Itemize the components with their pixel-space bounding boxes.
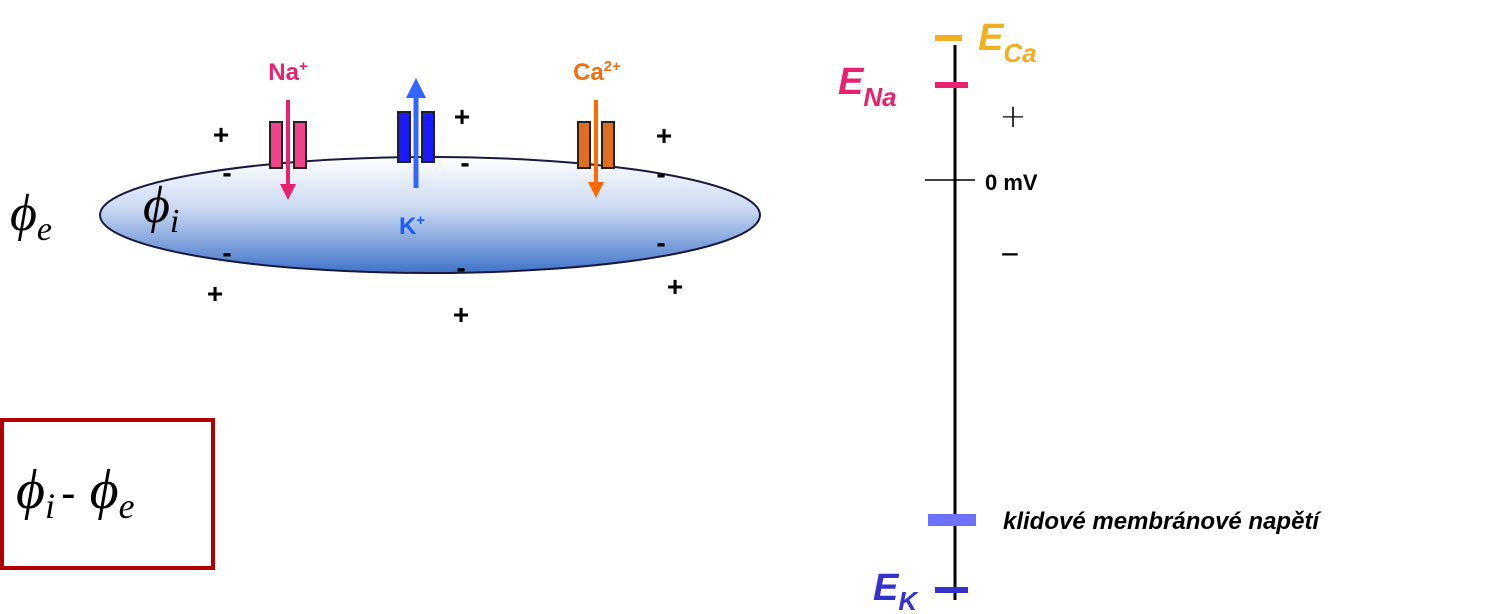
e-ca-label: ECa	[978, 17, 1037, 68]
charge: +	[213, 119, 229, 150]
e-k-label: EK	[873, 567, 919, 614]
symbol: ϕ	[90, 459, 119, 521]
resting-label: klidové membránové napětí	[1003, 508, 1322, 535]
subscript: Na	[863, 82, 896, 112]
phi-outside: ϕe	[10, 185, 52, 248]
ion-label: Ca2+	[573, 58, 621, 86]
symbol: E	[838, 61, 865, 103]
charge: -	[656, 227, 665, 258]
charge: +	[656, 120, 672, 151]
symbol: E	[873, 567, 900, 609]
formula-box	[0, 418, 215, 570]
ion-symbol: Na	[268, 59, 299, 86]
e-na-label: ENa	[838, 61, 897, 112]
ion-charge: +	[416, 212, 425, 229]
ion-charge: 2+	[604, 58, 621, 75]
formula: ϕi - ϕe	[16, 459, 135, 526]
minus-sign: −	[1001, 236, 1020, 272]
ca-channel	[601, 121, 615, 169]
symbol: ϕ	[10, 185, 37, 242]
na-channel	[293, 121, 307, 169]
charge: -	[456, 252, 465, 283]
subscript: e	[119, 486, 135, 526]
charge: +	[667, 271, 683, 302]
plus-sign: +	[1000, 97, 1027, 135]
subscript: i	[170, 203, 179, 240]
ion-label: Na+	[268, 58, 308, 86]
k-channel	[421, 111, 435, 163]
charge: +	[207, 278, 223, 309]
charge: -	[656, 158, 665, 189]
subscript: e	[37, 211, 52, 248]
charge: -	[460, 147, 469, 178]
operator: -	[61, 469, 76, 518]
k-channel	[397, 111, 411, 163]
na-channel	[269, 121, 283, 169]
symbol: ϕ	[16, 459, 45, 521]
charge: -	[222, 157, 231, 188]
subscript: K	[898, 586, 919, 614]
symbol: E	[978, 17, 1005, 59]
symbol: ϕ	[143, 177, 170, 234]
zero-label: 0 mV	[985, 170, 1038, 195]
charge: +	[454, 101, 470, 132]
ion-symbol: K	[399, 213, 417, 240]
ion-label: K+	[399, 212, 425, 240]
ion-charge: +	[299, 58, 308, 75]
subscript: Ca	[1003, 38, 1036, 68]
ion-symbol: Ca	[573, 59, 604, 86]
subscript: i	[45, 486, 55, 526]
charge: -	[222, 237, 231, 268]
phi-inside: ϕi	[143, 177, 179, 240]
charge: +	[453, 299, 469, 330]
ca-channel	[577, 121, 591, 169]
